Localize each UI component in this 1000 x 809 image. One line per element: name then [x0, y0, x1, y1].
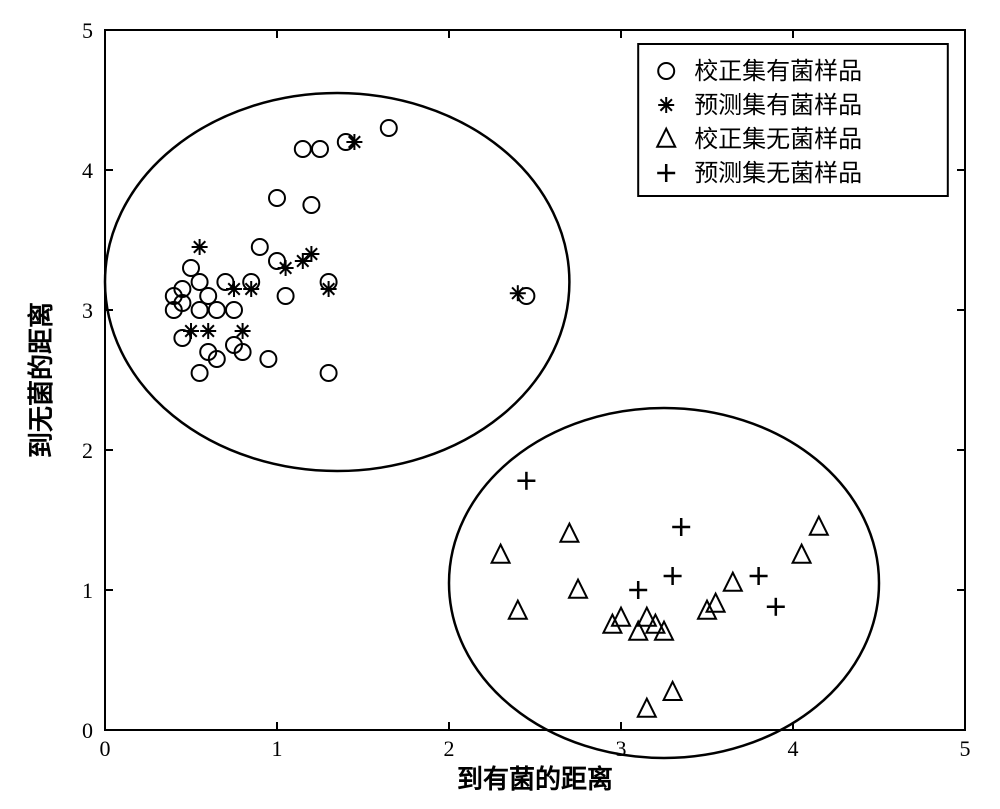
y-axis-label: 到无菌的距离	[26, 302, 56, 458]
chart-svg: 0 1 2 3 4 5 0 1 2 3 4 5 到有菌的距离 到无菌的距离 校正集有菌样品预测集有菌样品校正…	[0, 0, 1000, 809]
marker-circle	[312, 141, 328, 157]
x-tick-label: 5	[960, 736, 971, 761]
legend-label: 预测集无菌样品	[694, 160, 862, 187]
scatter-chart: 0 1 2 3 4 5 0 1 2 3 4 5 到有菌的距离 到无菌的距离 校正集有菌样品预测集有菌样品校正…	[0, 0, 1000, 809]
y-tick-label: 4	[82, 158, 93, 183]
marker-circle	[252, 239, 268, 255]
series-plus	[517, 472, 784, 616]
marker-circle	[321, 365, 337, 381]
marker-triangle	[724, 573, 742, 591]
marker-triangle	[492, 545, 510, 563]
marker-triangle	[612, 608, 630, 626]
y-tick-label: 0	[82, 718, 93, 743]
marker-triangle	[657, 129, 675, 147]
marker-circle	[269, 190, 285, 206]
marker-circle	[381, 120, 397, 136]
marker-circle	[209, 302, 225, 318]
series-asterisk	[183, 134, 526, 339]
x-tick-label: 3	[616, 736, 627, 761]
marker-circle	[192, 365, 208, 381]
legend-label: 校正集无菌样品	[694, 126, 862, 153]
marker-circle	[295, 141, 311, 157]
y-tick-label: 1	[82, 578, 93, 603]
cluster-circle-1	[449, 408, 879, 758]
x-axis-label: 到有菌的距离	[457, 764, 613, 794]
x-tick-label: 1	[272, 736, 283, 761]
marker-triangle	[793, 545, 811, 563]
marker-triangle	[810, 517, 828, 535]
marker-triangle	[664, 682, 682, 700]
series-circle	[166, 120, 535, 381]
x-tick-label: 4	[788, 736, 799, 761]
y-tick-label: 2	[82, 438, 93, 463]
marker-triangle	[638, 608, 656, 626]
marker-triangle	[560, 524, 578, 542]
marker-triangle	[638, 699, 656, 717]
legend: 校正集有菌样品预测集有菌样品校正集无菌样品预测集无菌样品	[638, 44, 948, 196]
y-tick-label: 5	[82, 18, 93, 43]
legend-label: 校正集有菌样品	[694, 58, 862, 85]
marker-triangle	[569, 580, 587, 598]
y-tick-label: 3	[82, 298, 93, 323]
marker-circle	[217, 274, 233, 290]
series-triangle	[492, 517, 828, 717]
marker-circle	[278, 288, 294, 304]
marker-circle	[174, 330, 190, 346]
marker-triangle	[509, 601, 527, 619]
marker-circle	[226, 302, 242, 318]
marker-triangle	[707, 594, 725, 612]
marker-circle	[303, 197, 319, 213]
x-tick-label: 0	[100, 736, 111, 761]
marker-circle	[658, 63, 674, 79]
x-tick-label: 2	[444, 736, 455, 761]
marker-circle	[269, 253, 285, 269]
marker-circle	[260, 351, 276, 367]
legend-label: 预测集有菌样品	[694, 92, 862, 119]
